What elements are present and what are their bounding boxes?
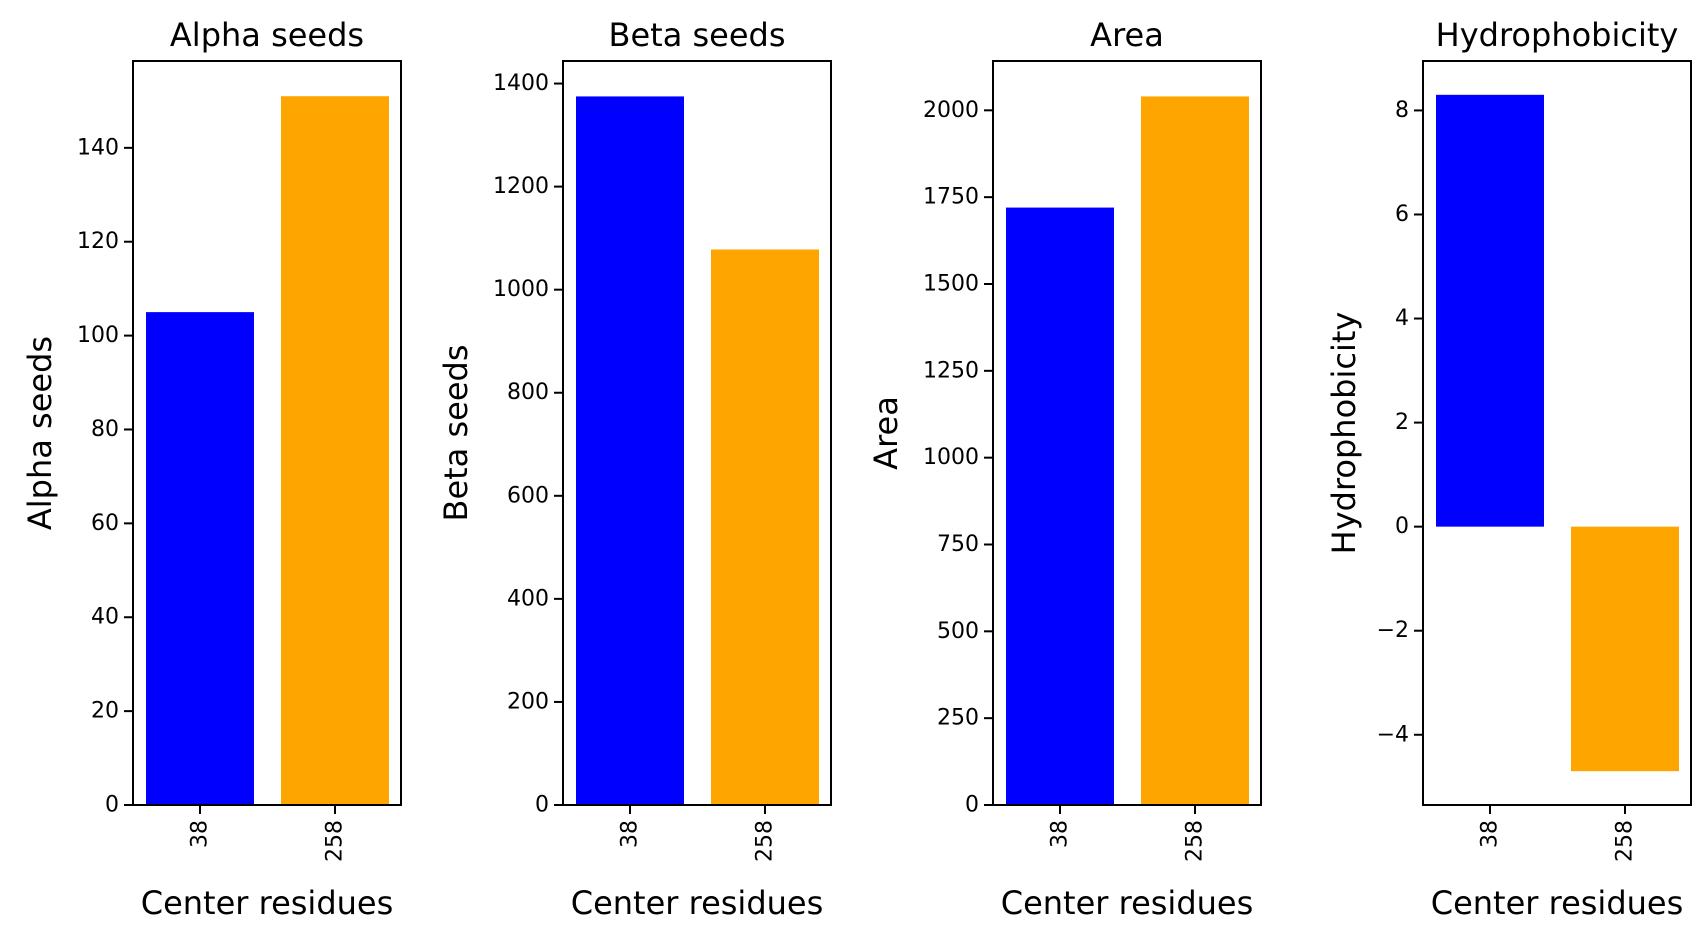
- chart-title: Area: [1090, 16, 1164, 54]
- x-tick-label: 258: [1613, 820, 1638, 862]
- bar-258: [1141, 96, 1249, 805]
- y-tick-label: 1250: [923, 358, 979, 383]
- y-tick-label: 1000: [493, 277, 549, 302]
- x-tick-label: 38: [1048, 820, 1073, 848]
- y-tick-label: 140: [77, 135, 119, 160]
- y-tick-label: 4: [1395, 306, 1409, 331]
- bar-38: [1006, 207, 1114, 805]
- y-tick-label: 6: [1395, 202, 1409, 227]
- y-tick-label: 500: [937, 619, 979, 644]
- bar-258: [1571, 526, 1679, 772]
- y-tick-label: 0: [535, 793, 549, 818]
- bar-38: [146, 312, 254, 805]
- x-tick-label: 258: [753, 820, 778, 862]
- chart-title: Alpha seeds: [170, 16, 364, 54]
- y-tick-label: 1000: [923, 445, 979, 470]
- plot-frame: [562, 60, 832, 806]
- chart-panel-4: −4 −2 0 2 4 6 8 38 258 Hydrophobicity Center resid…: [1325, 16, 1692, 922]
- y-tick-label: 600: [507, 483, 549, 508]
- x-tick-label: 38: [188, 820, 213, 848]
- bar-38: [576, 96, 684, 805]
- y-tick-label: 20: [91, 699, 119, 724]
- y-tick-label: 40: [91, 605, 119, 630]
- y-tick-label: 8: [1395, 98, 1409, 123]
- plot-frame: [992, 60, 1262, 806]
- y-tick-label: 1200: [493, 174, 549, 199]
- bar-258: [281, 96, 389, 805]
- chart-title: Hydrophobicity: [1436, 16, 1679, 54]
- x-axis-label: Center residues: [1001, 884, 1254, 922]
- plot-frame: [132, 60, 402, 806]
- y-tick-label: 0: [965, 793, 979, 818]
- y-tick-label: 400: [507, 586, 549, 611]
- bar-258: [711, 249, 819, 806]
- y-tick-label: 0: [1395, 514, 1409, 539]
- y-axis-label: Beta seeds: [437, 345, 475, 522]
- x-tick-label: 38: [1478, 820, 1503, 848]
- y-tick-label: 1750: [923, 185, 979, 210]
- x-tick-label: 38: [618, 820, 643, 848]
- x-axis-label: Center residues: [141, 884, 394, 922]
- chart-panel-3: 0 250 500 750 1000 1250 1500 1750 2000 38 258 Area C…: [867, 16, 1262, 922]
- y-axis-label: Alpha seeds: [21, 336, 59, 530]
- bar-38: [1436, 94, 1544, 527]
- y-tick-label: 200: [507, 689, 549, 714]
- y-tick-label: 80: [91, 417, 119, 442]
- y-tick-label: −4: [1377, 722, 1409, 747]
- x-tick-label: 258: [323, 820, 348, 862]
- y-tick-label: 1500: [923, 271, 979, 296]
- y-axis-label: Area: [867, 396, 905, 470]
- x-axis-label: Center residues: [1431, 884, 1684, 922]
- x-tick-label: 258: [1183, 820, 1208, 862]
- y-tick-label: 800: [507, 380, 549, 405]
- y-tick-label: 100: [77, 323, 119, 348]
- y-tick-label: 250: [937, 706, 979, 731]
- y-axis-label: Hydrophobicity: [1325, 312, 1363, 555]
- y-tick-label: 0: [105, 793, 119, 818]
- y-tick-label: 120: [77, 229, 119, 254]
- chart-title: Beta seeds: [609, 16, 786, 54]
- y-tick-label: 2000: [923, 98, 979, 123]
- y-tick-label: 2: [1395, 410, 1409, 435]
- x-axis-label: Center residues: [571, 884, 824, 922]
- chart-panel-1: 0 20 40 60 80 100 120 140 38 258 Alpha seeds Center…: [21, 16, 402, 922]
- plot-frame: [1422, 60, 1692, 806]
- chart-panel-2: 0 200 400 600 800 1000 1200 1400 38 258 Beta seeds…: [437, 16, 832, 922]
- y-tick-label: 750: [937, 532, 979, 557]
- y-tick-label: 60: [91, 511, 119, 536]
- y-tick-label: −2: [1377, 618, 1409, 643]
- y-tick-label: 1400: [493, 71, 549, 96]
